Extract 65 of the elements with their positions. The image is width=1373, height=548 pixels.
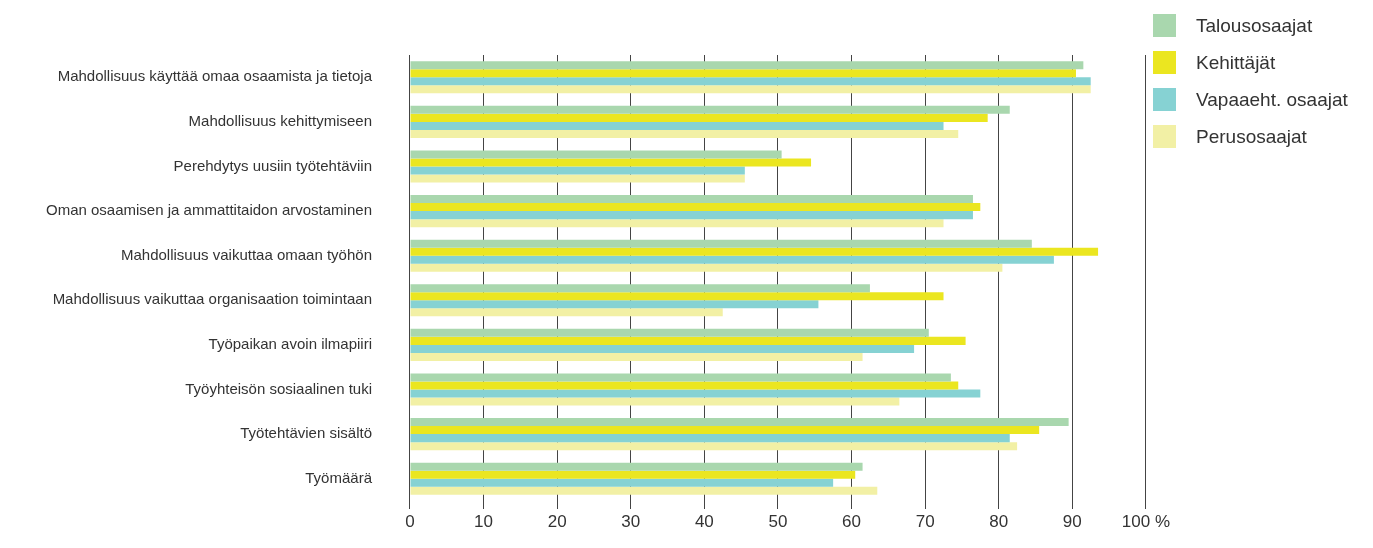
legend-label: Vapaaeht. osaajat bbox=[1196, 88, 1348, 111]
y-tick-label: Työmäärä bbox=[305, 468, 373, 486]
bar bbox=[410, 77, 1091, 86]
x-tick-label: 80 bbox=[989, 511, 1009, 531]
bar bbox=[410, 397, 900, 406]
bar bbox=[410, 442, 1018, 451]
bar bbox=[410, 113, 988, 122]
bar bbox=[410, 300, 819, 309]
bar bbox=[410, 352, 863, 361]
x-tick-label: 60 bbox=[842, 511, 861, 531]
x-tick-label: 90 bbox=[1062, 511, 1082, 531]
x-tick-label: 20 bbox=[547, 511, 567, 531]
bar bbox=[410, 462, 863, 471]
bar bbox=[410, 150, 782, 159]
y-tick-label: Työpaikan avoin ilmapiiri bbox=[208, 335, 372, 353]
bar bbox=[410, 328, 929, 337]
legend-label: Perusosaajat bbox=[1196, 125, 1307, 148]
bar bbox=[410, 85, 1091, 94]
bar bbox=[410, 292, 944, 301]
bar bbox=[410, 69, 1076, 78]
y-tick-label: Työyhteisön sosiaalinen tuki bbox=[185, 379, 372, 397]
y-tick-label: Mahdollisuus käyttää omaa osaamista ja tietoja bbox=[57, 67, 373, 85]
bar bbox=[410, 486, 878, 495]
bar bbox=[410, 239, 1032, 248]
bar bbox=[410, 284, 870, 293]
y-tick-label: Mahdollisuus kehittymiseen bbox=[188, 112, 372, 130]
x-tick-label: 30 bbox=[621, 511, 641, 531]
bar bbox=[410, 195, 973, 204]
legend-label: Kehittäjät bbox=[1196, 51, 1276, 74]
bar bbox=[410, 418, 1069, 427]
y-tick-label: Oman osaamisen ja ammattitaidon arvostaminen bbox=[45, 201, 372, 219]
x-tick-label: 40 bbox=[694, 511, 714, 531]
x-tick-label: 70 bbox=[915, 511, 935, 531]
bar bbox=[410, 247, 1099, 256]
bar bbox=[410, 255, 1054, 264]
bar bbox=[410, 219, 944, 228]
legend-label: Talousosaajat bbox=[1196, 14, 1313, 37]
bar bbox=[410, 121, 944, 130]
bar bbox=[410, 174, 745, 183]
bar bbox=[410, 336, 966, 345]
y-tick-label: Mahdollisuus vaikuttaa omaan työhön bbox=[120, 245, 372, 263]
bar bbox=[410, 158, 812, 167]
x-tick-label: 0 bbox=[405, 511, 415, 531]
y-tick-label: Mahdollisuus vaikuttaa organisaation toimintaan bbox=[52, 290, 372, 308]
bar bbox=[410, 203, 981, 212]
y-tick-label: Työtehtävien sisältö bbox=[240, 424, 372, 442]
bar bbox=[410, 373, 951, 382]
bar bbox=[410, 344, 915, 353]
bar bbox=[410, 389, 981, 398]
x-tick-label: 10 bbox=[474, 511, 494, 531]
bar bbox=[410, 211, 973, 220]
bar bbox=[410, 426, 1040, 435]
y-tick-label: Perehdytys uusiin työtehtäviin bbox=[173, 156, 372, 174]
bar bbox=[410, 470, 856, 479]
bar bbox=[410, 61, 1084, 70]
bar bbox=[410, 381, 959, 390]
x-tick-label: 100 % bbox=[1121, 511, 1170, 531]
bar bbox=[410, 434, 1010, 443]
x-tick-label: 50 bbox=[768, 511, 788, 531]
bar bbox=[410, 478, 834, 487]
bar bbox=[410, 263, 1003, 272]
bar bbox=[410, 308, 723, 317]
bar bbox=[410, 129, 959, 138]
bar bbox=[410, 105, 1010, 114]
bar bbox=[410, 166, 745, 175]
